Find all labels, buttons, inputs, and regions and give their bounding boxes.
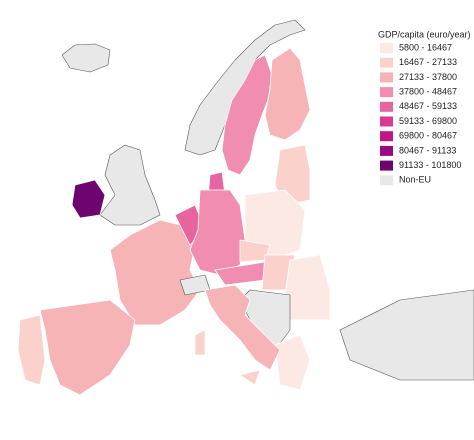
greece	[274, 334, 311, 391]
italy	[204, 284, 281, 371]
legend-swatch	[380, 57, 393, 68]
portugal	[17, 314, 46, 386]
legend-label: Non-EU	[399, 175, 431, 185]
legend: 5800 - 16467 16467 - 27133 27133 - 37800 37…	[380, 42, 461, 186]
legend-swatch	[380, 145, 393, 156]
regions	[17, 19, 474, 396]
romania-bulgaria	[284, 254, 331, 321]
norway	[184, 19, 306, 156]
legend-swatch	[380, 101, 393, 112]
legend-label: 37800 - 48467	[399, 86, 457, 96]
legend-label: 5800 - 16467	[399, 42, 452, 52]
united-kingdom	[99, 144, 161, 226]
sardinia	[194, 329, 206, 356]
turkey	[339, 289, 474, 381]
legend-swatch	[380, 160, 393, 171]
legend-label: 48467 - 59133	[399, 101, 457, 111]
legend-label: 80467 - 91133	[399, 145, 456, 155]
ireland	[71, 179, 106, 219]
legend-label: 16467 - 27133	[399, 57, 457, 67]
legend-swatch	[380, 87, 393, 98]
legend-label: 59133 - 69800	[399, 116, 457, 126]
legend-label: 27133 - 37800	[399, 72, 457, 82]
legend-swatch	[380, 175, 393, 186]
finland	[264, 47, 311, 141]
sweden	[221, 54, 273, 176]
legend-swatch	[380, 43, 393, 53]
spain	[39, 299, 136, 396]
sicily	[239, 369, 261, 386]
legend-label: 91133 - 101800	[399, 160, 461, 170]
legend-swatch	[380, 116, 393, 127]
legend-swatch	[380, 72, 393, 83]
legend-swatch	[380, 131, 393, 142]
iceland	[61, 43, 111, 73]
legend-label: 69800 - 80467	[399, 131, 457, 141]
germany	[189, 189, 246, 276]
legend-title: GDP/capita (euro/year)	[378, 29, 471, 39]
